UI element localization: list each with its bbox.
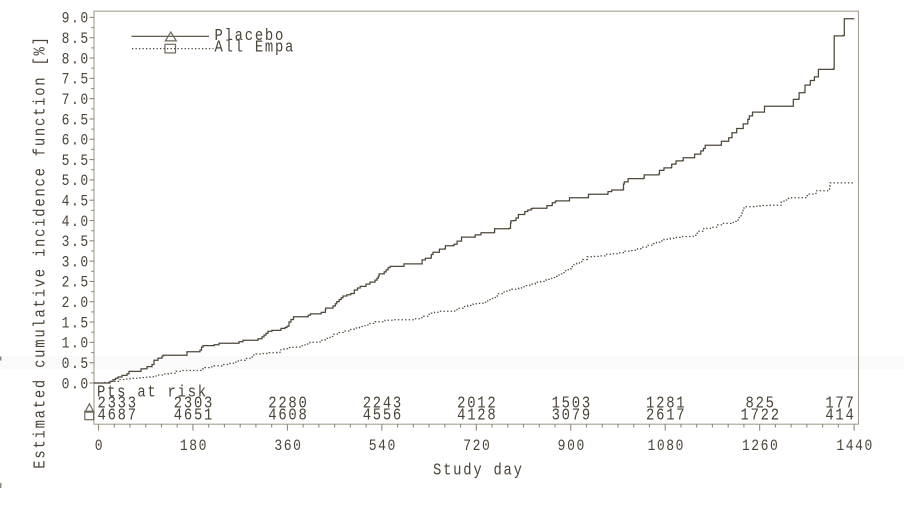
svg-text:414: 414 — [825, 406, 855, 425]
svg-text:2617: 2617 — [646, 406, 686, 425]
svg-text:825: 825 — [746, 393, 776, 412]
svg-text:2280: 2280 — [268, 393, 308, 412]
svg-text:4608: 4608 — [268, 406, 308, 425]
svg-text:5.5: 5.5 — [62, 153, 90, 170]
svg-text:0.5: 0.5 — [62, 356, 90, 373]
svg-text:Study day: Study day — [433, 460, 524, 479]
svg-text:177: 177 — [825, 393, 855, 412]
svg-text:2012: 2012 — [457, 393, 497, 412]
svg-text:4.0: 4.0 — [62, 214, 90, 231]
svg-text:All Empa: All Empa — [215, 38, 296, 57]
svg-text:2.0: 2.0 — [62, 295, 90, 312]
svg-text:Estimated cumulative incidence: Estimated cumulative incidence function … — [30, 35, 49, 468]
svg-text:5.0: 5.0 — [62, 173, 90, 190]
svg-text:1080: 1080 — [647, 438, 685, 455]
svg-text:1.5: 1.5 — [62, 315, 90, 332]
svg-text:1722: 1722 — [740, 406, 780, 425]
svg-text:1440: 1440 — [836, 438, 874, 455]
svg-text:900: 900 — [558, 438, 586, 455]
svg-text:8.0: 8.0 — [62, 51, 90, 68]
svg-text:4651: 4651 — [174, 406, 214, 425]
svg-text:1260: 1260 — [742, 438, 780, 455]
svg-text:Pts at risk: Pts at risk — [97, 382, 208, 401]
svg-text:1281: 1281 — [646, 393, 686, 412]
svg-text:7.5: 7.5 — [62, 72, 90, 89]
svg-text:9.0: 9.0 — [62, 11, 90, 28]
svg-text:Placebo: Placebo — [215, 26, 286, 45]
svg-text:7.0: 7.0 — [62, 92, 90, 109]
svg-text:360: 360 — [274, 438, 302, 455]
svg-text:4687: 4687 — [98, 406, 138, 425]
svg-text:2.5: 2.5 — [62, 275, 90, 292]
svg-text:1.0: 1.0 — [62, 336, 90, 353]
svg-text:4556: 4556 — [363, 406, 403, 425]
svg-text:6.0: 6.0 — [62, 133, 90, 150]
svg-text:1503: 1503 — [552, 393, 592, 412]
svg-text:3.0: 3.0 — [62, 255, 90, 272]
svg-text:180: 180 — [180, 438, 208, 455]
svg-text:2333: 2333 — [98, 393, 138, 412]
svg-text:0: 0 — [95, 438, 104, 455]
svg-text:2243: 2243 — [363, 393, 403, 412]
svg-text:540: 540 — [369, 438, 397, 455]
svg-text:0.0: 0.0 — [62, 376, 90, 393]
svg-text:3079: 3079 — [552, 406, 592, 425]
svg-text:4128: 4128 — [457, 406, 497, 425]
svg-text:2303: 2303 — [174, 393, 214, 412]
svg-text:3.5: 3.5 — [62, 234, 90, 251]
svg-text:4.5: 4.5 — [62, 194, 90, 211]
svg-text:8.5: 8.5 — [62, 31, 90, 48]
svg-text:6.5: 6.5 — [62, 112, 90, 129]
svg-text:720: 720 — [463, 438, 491, 455]
